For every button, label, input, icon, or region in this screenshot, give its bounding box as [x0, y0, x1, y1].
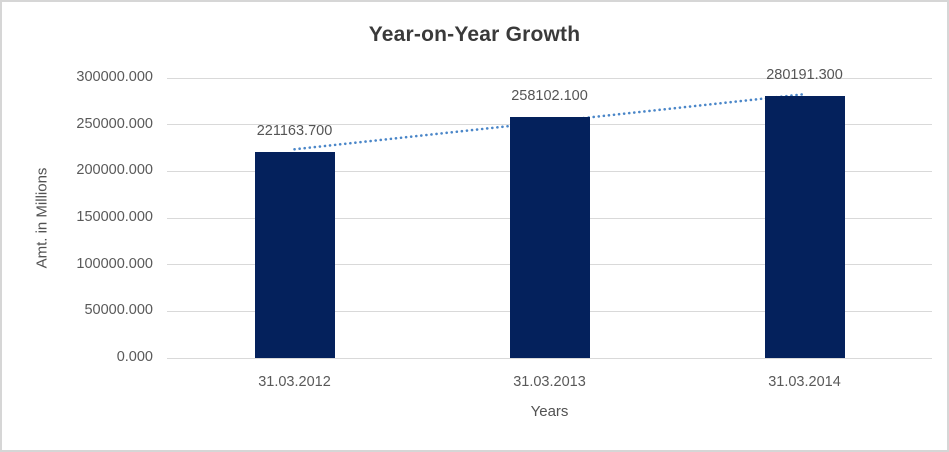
bar	[254, 151, 335, 358]
y-tick-label: 250000.000	[76, 115, 153, 132]
bar-value-label: 280191.300	[766, 67, 843, 84]
bar	[509, 117, 590, 358]
x-tick-label: 31.03.2013	[513, 374, 586, 390]
y-tick-label: 200000.000	[76, 162, 153, 179]
bar-value-label: 258102.100	[511, 88, 588, 105]
bar-value-label: 221163.700	[256, 122, 333, 139]
x-tick-label: 31.03.2014	[768, 374, 841, 390]
x-axis-title: Years	[530, 403, 569, 420]
y-tick-label: 150000.000	[76, 209, 153, 225]
gridline	[167, 357, 932, 359]
chart-title: Year-on-Year Growth	[368, 23, 581, 46]
gridline	[167, 77, 932, 79]
y-tick-label: 0.000	[116, 349, 153, 365]
bar	[764, 96, 845, 358]
y-tick-label: 100000.000	[76, 255, 153, 272]
y-tick-label: 300000.000	[76, 69, 153, 85]
x-tick-label: 31.03.2012	[258, 374, 331, 390]
y-tick-label: 50000.000	[84, 302, 153, 319]
